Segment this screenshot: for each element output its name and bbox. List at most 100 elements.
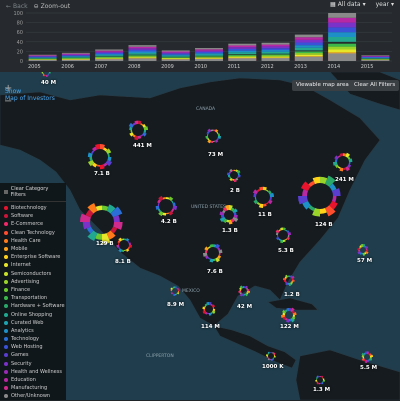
- bar-segment: [95, 58, 123, 59]
- category-item[interactable]: Finance: [0, 286, 66, 294]
- bar-2007[interactable]: [95, 49, 123, 61]
- category-item[interactable]: Hardware + Software: [0, 302, 66, 310]
- category-color-swatch: [4, 304, 8, 308]
- bar-segment: [328, 47, 356, 50]
- category-item[interactable]: Health and Wellness: [0, 368, 66, 376]
- bar-segment: [295, 43, 323, 46]
- bar-segment: [95, 54, 123, 55]
- bar-segment: [295, 48, 323, 51]
- back-label: Back: [13, 3, 28, 10]
- bar-segment: [162, 53, 190, 54]
- category-list: Biotechnology Software E-Commerce Clean …: [0, 201, 66, 401]
- category-item[interactable]: Clean Technology: [0, 229, 66, 237]
- bar-2009[interactable]: [162, 50, 190, 61]
- bar-segment: [195, 58, 223, 59]
- bar-segment: [228, 55, 256, 56]
- bar-segment: [95, 55, 123, 56]
- category-item[interactable]: E-Commerce: [0, 220, 66, 228]
- geo-label-mexico: MEXICO: [182, 289, 200, 294]
- category-item[interactable]: Curated Web: [0, 319, 66, 327]
- zoom-out-map-button[interactable]: −: [4, 97, 12, 107]
- category-item[interactable]: Games: [0, 351, 66, 359]
- bar-segment: [62, 56, 90, 57]
- x-tick-label: 2012: [261, 64, 274, 70]
- category-item[interactable]: Education: [0, 376, 66, 384]
- category-item[interactable]: Biotechnology: [0, 204, 66, 212]
- bar-2013[interactable]: [295, 35, 323, 61]
- x-tick-label: 2007: [95, 64, 108, 70]
- bar-segment: [128, 57, 156, 58]
- category-item[interactable]: Manufacturing: [0, 384, 66, 392]
- bar-segment: [295, 37, 323, 40]
- back-button[interactable]: ← Back: [6, 3, 28, 10]
- category-color-swatch: [4, 231, 8, 235]
- category-item[interactable]: Web Hosting: [0, 343, 66, 351]
- bar-segment: [328, 32, 356, 37]
- clear-category-filters-button[interactable]: Clear Category Filters: [0, 183, 66, 201]
- y-tick-label: 0: [20, 59, 23, 65]
- category-color-swatch: [4, 222, 8, 226]
- bubble-label: 241 M: [335, 177, 354, 183]
- bubble-label: 8.1 B: [115, 259, 131, 265]
- bar-segment: [95, 52, 123, 53]
- dataset-select[interactable]: ▦ All data ▾: [330, 1, 366, 8]
- category-label: Internet: [11, 262, 31, 268]
- bar-segment: [361, 58, 389, 59]
- bar-2014[interactable]: [328, 13, 356, 61]
- category-item[interactable]: Technology: [0, 335, 66, 343]
- viewable-map-area-button[interactable]: Viewable map area: [292, 80, 353, 91]
- zoom-in-button[interactable]: +: [4, 84, 12, 94]
- category-item[interactable]: Security: [0, 360, 66, 368]
- category-item[interactable]: Advertising: [0, 278, 66, 286]
- bar-2011[interactable]: [228, 44, 256, 61]
- category-label: Health Care: [11, 238, 41, 244]
- category-item[interactable]: Enterprise Software: [0, 253, 66, 261]
- category-item[interactable]: Other/Unknown: [0, 392, 66, 400]
- bar-2010[interactable]: [195, 48, 223, 61]
- x-tick-label: 2015: [361, 64, 374, 70]
- bar-segment: [295, 51, 323, 53]
- category-item[interactable]: Transportation: [0, 294, 66, 302]
- bar-segment: [128, 47, 156, 49]
- geo-label-united-states: UNITED STATES: [191, 205, 226, 210]
- category-item[interactable]: Analytics: [0, 327, 66, 335]
- bar-segment: [228, 57, 256, 58]
- category-color-swatch: [4, 247, 8, 251]
- bar-2006[interactable]: [62, 53, 90, 61]
- group-select[interactable]: year ▾: [376, 1, 394, 8]
- category-color-swatch: [4, 353, 8, 357]
- bar-2008[interactable]: [128, 45, 156, 61]
- x-tick-label: 2008: [128, 64, 141, 70]
- category-item[interactable]: Online Shopping: [0, 310, 66, 318]
- bubble-label: 441 M: [133, 143, 152, 149]
- bar-segment: [29, 60, 57, 61]
- x-tick-label: 2009: [161, 64, 174, 70]
- category-item[interactable]: Mobile: [0, 245, 66, 253]
- zoom-out-button[interactable]: ⊖ Zoom-out: [34, 3, 70, 10]
- bar-segment: [262, 52, 290, 54]
- category-color-swatch: [4, 214, 8, 218]
- category-color-swatch: [4, 239, 8, 243]
- category-item[interactable]: Health Care: [0, 237, 66, 245]
- bar-segment: [95, 51, 123, 52]
- bar-segment: [128, 45, 156, 47]
- bar-segment: [295, 45, 323, 48]
- bar-2015[interactable]: [361, 55, 389, 61]
- clear-all-filters-button[interactable]: Clear All Filters: [350, 80, 399, 91]
- y-tick-label: 20: [17, 49, 23, 55]
- bar-segment: [361, 56, 389, 57]
- bar-segment: [29, 55, 57, 56]
- bar-segment: [128, 55, 156, 56]
- bar-2005[interactable]: [29, 55, 57, 61]
- category-color-swatch: [4, 370, 8, 374]
- category-item[interactable]: Internet: [0, 261, 66, 269]
- category-item[interactable]: Software: [0, 212, 66, 220]
- category-item[interactable]: Semiconductors: [0, 270, 66, 278]
- bar-segment: [228, 52, 256, 54]
- category-label: Mobile: [11, 246, 27, 252]
- bar-segment: [29, 58, 57, 59]
- bar-2012[interactable]: [262, 43, 290, 61]
- bubble-label: 5.3 B: [278, 248, 294, 254]
- category-filter-panel: Clear Category Filters Biotechnology Sof…: [0, 183, 66, 400]
- bar-segment: [62, 60, 90, 61]
